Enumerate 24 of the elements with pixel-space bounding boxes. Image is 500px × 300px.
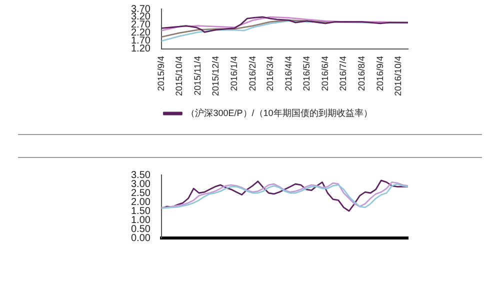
x-tick-label: 2015/12/4: [210, 56, 220, 96]
x-tick-label: 2016/4/4: [283, 56, 294, 92]
x-tick-label: 2016/1/4: [228, 56, 239, 92]
x-tick-label: 2016/3/4: [264, 56, 275, 92]
x-tick-label: 2015/11/4: [192, 56, 202, 96]
x-tick-label: 2016/10/4: [392, 56, 403, 96]
x-tick-label: 2015/9/4: [156, 56, 166, 92]
x-tick-label: 2015/10/4: [174, 56, 184, 96]
x-tick-label: 2016/6/4: [320, 56, 330, 92]
x-tick-label: 2016/2/4: [248, 56, 258, 92]
x-tick-label: 2016/8/4: [356, 56, 366, 92]
y-tick-label: 1.50: [130, 206, 151, 217]
x-tick-label: 2016/9/4: [374, 56, 385, 92]
y-tick-label: 2.50: [130, 188, 151, 199]
x-tick-label: 2016/5/4: [301, 56, 312, 92]
y-tick-label: 0.50: [130, 224, 151, 235]
y-tick-label: 2.00: [130, 196, 151, 208]
x-tick-label: 2016/7/4: [338, 56, 348, 92]
y-tick-label: 3.50: [130, 170, 151, 181]
y-tick-label: 1.00: [130, 214, 151, 226]
y-tick-label: 1.20: [130, 44, 151, 55]
y-tick-label: 0.00: [130, 232, 151, 244]
y-tick-label: 3.00: [130, 178, 151, 190]
legend-label: （沪深300E/P）/（10年期国债的到期收益率）: [186, 108, 372, 118]
